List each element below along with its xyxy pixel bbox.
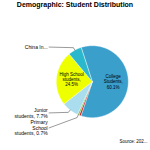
svg-text:High Schoolstudents,24.5%: High Schoolstudents,24.5% <box>59 72 83 87</box>
svg-text:China In...: China In... <box>25 44 48 50</box>
svg-text:Juniorstudents, 7.7%: Juniorstudents, 7.7% <box>15 107 49 119</box>
html-text:Demographic: Student Distribut: Demographic: Student Distribution <box>16 1 134 8</box>
svg-text:CollegeStudents,60.1%: CollegeStudents,60.1% <box>104 74 123 89</box>
svg-text:PrimarySchoolstudents, 0.7%: PrimarySchoolstudents, 0.7% <box>15 119 49 137</box>
svg-text:Source: 202...: Source: 202... <box>120 139 148 144</box>
